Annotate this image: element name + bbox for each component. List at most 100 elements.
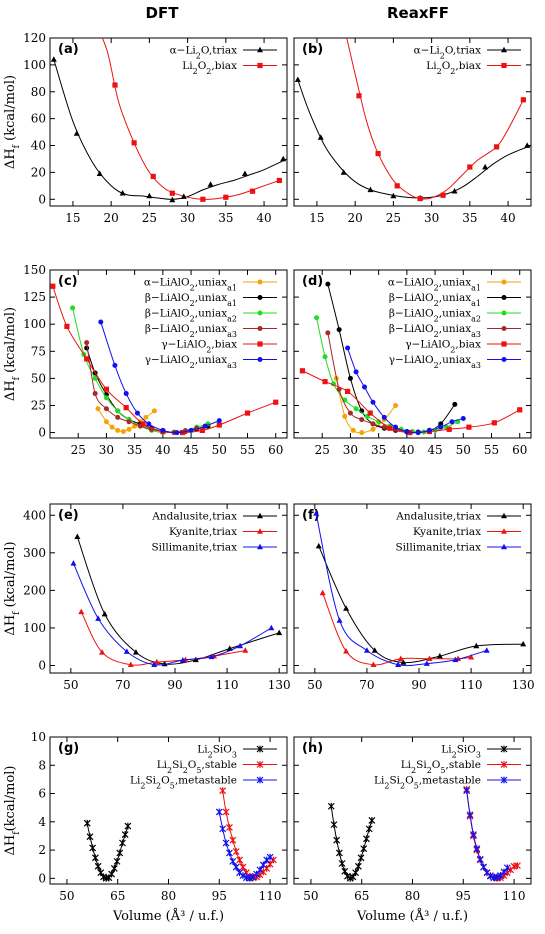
data-point: [354, 862, 362, 870]
legend-marker: [501, 357, 507, 362]
x-tick-label: 50: [212, 443, 227, 457]
data-point: [199, 427, 205, 434]
data-point: [96, 170, 103, 177]
legend-marker: [501, 279, 507, 285]
legend: Andalusite,triax Kyanite,triax Sillimanite…: [395, 511, 521, 554]
data-point: [322, 379, 328, 385]
data-point: [313, 510, 320, 516]
series: [112, 82, 282, 202]
data-point: [215, 808, 223, 816]
legend-marker: [500, 776, 508, 784]
data-point: [315, 542, 322, 549]
y-tick-label: 100: [23, 621, 46, 635]
data-area: [313, 510, 527, 668]
legend-label: Li2O2,biax: [426, 60, 481, 76]
data-point: [371, 647, 378, 653]
y-axis-label: ΔHf (kcal/mol): [3, 75, 22, 169]
legend-marker: [501, 326, 507, 331]
data-point: [330, 821, 338, 829]
data-point: [273, 399, 279, 405]
data-point: [116, 849, 124, 857]
data-point: [115, 408, 121, 414]
legend-label: Li2SiO3: [441, 744, 481, 760]
data-point: [400, 659, 407, 665]
data-point: [216, 422, 222, 428]
data-point: [353, 369, 359, 375]
data-point: [78, 608, 85, 615]
series: [345, 345, 466, 436]
legend-marker: [257, 62, 263, 69]
x-tick-label: 15: [309, 211, 324, 225]
series-line: [80, 611, 246, 666]
data-point: [112, 362, 118, 368]
legend-marker: [500, 761, 508, 768]
data-point: [127, 661, 134, 668]
data-point: [103, 395, 109, 401]
data-point: [520, 97, 526, 103]
plot-frame: [49, 736, 288, 885]
data-point: [124, 822, 132, 830]
y-tick-label: 8: [38, 758, 46, 772]
data-point: [276, 629, 283, 636]
x-tick-label: 50: [307, 678, 322, 692]
legend: Li2SiO3Li2Si2O5,stableLi2Si2O5,metastabl…: [130, 744, 277, 790]
data-point: [50, 283, 56, 289]
data-point: [500, 868, 508, 876]
series: [319, 589, 475, 668]
data-point: [345, 345, 351, 351]
legend-label: Kyanite,triax: [413, 526, 481, 538]
legend-label: Sillimanite,triax: [151, 542, 237, 554]
x-tick-label: 35: [462, 211, 477, 225]
data-point: [239, 863, 247, 871]
y-axis-label: ΔHf (kcal/mol): [3, 307, 22, 401]
data-point: [70, 560, 77, 566]
data-point: [160, 427, 166, 433]
legend-label: γ−LiAlO2,uniaxa3: [145, 354, 237, 370]
x-tick-label: 50: [456, 443, 471, 457]
x-tick-label: 90: [167, 678, 182, 692]
fit-curve: [297, 79, 531, 199]
data-point: [232, 863, 240, 871]
data-point: [151, 408, 157, 414]
y-tick-label: 75: [31, 344, 46, 358]
data-point: [276, 177, 282, 184]
data-point: [367, 186, 374, 193]
data-point: [91, 854, 99, 862]
panel-d: 25 30 35 40 45 50 55 60(d) α−LiAlO2,uniaxa1β−LiA…: [293, 269, 532, 457]
data-point: [236, 856, 244, 864]
x-tick-label: 110: [216, 678, 239, 692]
data-point: [473, 845, 481, 853]
legend-marker: [256, 745, 264, 753]
y-tick-label: 400: [23, 508, 46, 522]
y-tick-label: 40: [31, 139, 46, 153]
data-point: [229, 857, 237, 865]
data-point: [520, 640, 527, 647]
legend-marker: [256, 761, 264, 768]
data-point: [370, 399, 376, 405]
y-tick-label: 20: [31, 165, 46, 179]
x-tick-label: 65: [110, 889, 125, 903]
data-point: [367, 410, 373, 416]
y-tick-label: 10: [31, 730, 46, 744]
y-axis-label: ΔHf (kcal/mol): [3, 541, 22, 635]
panel-label: (f): [302, 508, 320, 523]
data-point: [180, 193, 187, 199]
x-tick-label: 45: [427, 443, 442, 457]
data-point: [89, 844, 97, 852]
x-tick-label: 55: [240, 443, 255, 457]
data-point: [73, 130, 80, 136]
data-point: [390, 192, 397, 199]
legend-label: Li2SiO3: [197, 744, 237, 760]
legend-label: γ−LiAlO2,biax: [405, 339, 481, 355]
legend-label: Andalusite,triax: [151, 511, 237, 523]
data-point: [359, 417, 365, 423]
data-point: [345, 388, 351, 394]
data-point: [333, 836, 341, 844]
legend-label: α−Li2O,triax: [170, 45, 238, 61]
legend-marker: [501, 295, 507, 300]
data-point: [482, 163, 489, 170]
data-point: [336, 327, 342, 333]
data-point: [188, 427, 194, 433]
data-point: [438, 424, 444, 430]
